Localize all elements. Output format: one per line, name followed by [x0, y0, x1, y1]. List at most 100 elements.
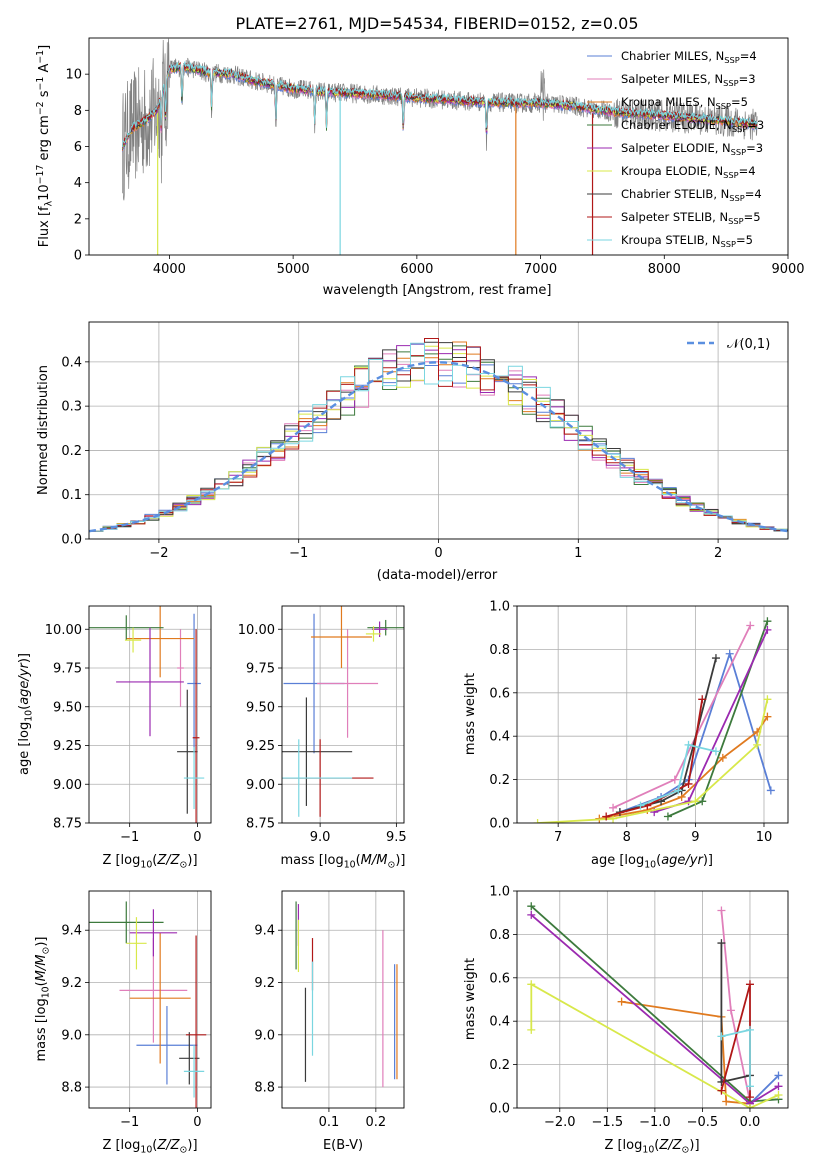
y-tick-label: 9.2	[254, 976, 275, 991]
y-tick-label: 9.50	[246, 700, 275, 715]
plot-area	[121, 38, 758, 255]
y-axis-label: Normed distribution	[36, 365, 51, 495]
data-point-marker	[763, 695, 772, 704]
x-tick-label: 9.5	[386, 830, 407, 845]
data-point-marker	[609, 803, 618, 812]
x-axis-label: Z [log10(Z/Z⊙)]	[604, 1138, 699, 1155]
y-tick-label: 0.0	[489, 817, 510, 832]
series-line	[599, 716, 769, 820]
mass-vs-EBV-axes: 0.1 0.2 8.8 9.0 9.2 9.4	[254, 890, 405, 1130]
y-tick-label: 8.75	[246, 817, 275, 832]
x-axis-label: E(B-V)	[323, 1138, 363, 1153]
axes-frame	[88, 605, 212, 824]
x-axis-label: (data-model)/error	[377, 568, 498, 583]
y-tick-label: 9.0	[61, 1028, 82, 1043]
data-point-marker	[763, 617, 772, 626]
x-tick-label: 6000	[400, 262, 433, 277]
data-point-marker	[717, 1032, 726, 1041]
legend-entry: Salpeter ELODIE, NSSP=3	[621, 141, 763, 157]
spectrum-axes: 4000 5000 6000 7000 8000 9000 0 2 4 6 8 10	[65, 37, 805, 277]
y-tick-label: 0.2	[61, 444, 82, 459]
y-tick-label: 0.1	[61, 488, 82, 503]
axes-frame	[88, 890, 212, 1109]
x-tick-label: 7	[554, 830, 562, 845]
y-axis-label: mass weight	[463, 958, 478, 1040]
legend-entry: 𝒩(0,1)	[727, 337, 770, 352]
x-tick-label: 0.1	[319, 1115, 340, 1130]
x-tick-label: 0	[193, 1115, 201, 1130]
mass-vs-Z-axes: −1 0 8.8 9.0 9.2 9.4	[61, 890, 212, 1130]
y-tick-label: 10	[65, 68, 82, 83]
x-tick-label: 8000	[648, 262, 681, 277]
data-point-marker	[774, 1082, 783, 1091]
y-tick-label: 9.0	[254, 1028, 275, 1043]
data-point-marker	[711, 747, 720, 756]
legend-entry: Chabrier MILES, NSSP=4	[621, 49, 757, 65]
data-point-marker	[717, 906, 726, 915]
data-point-marker	[527, 902, 536, 911]
y-tick-label: 10.00	[45, 623, 82, 638]
age-vs-mass-axes: 9.0 9.5 8.75 9.00 9.25 9.50 9.75 10.00	[238, 605, 407, 845]
plot-area	[517, 606, 788, 823]
series-line	[619, 657, 717, 813]
legend-entry: Kroupa ELODIE, NSSP=4	[621, 164, 756, 180]
legend-entry: Salpeter MILES, NSSP=3	[621, 72, 756, 88]
y-axis-label: Flux [fλ10−17 erg cm−2 s−1 A−1]	[35, 45, 54, 247]
plot-area	[89, 322, 788, 539]
data-point-marker	[698, 797, 707, 806]
y-tick-label: 0	[74, 249, 82, 264]
x-axis-label: mass [log10(M/M⊙)]	[281, 853, 406, 870]
y-tick-label: 0.2	[489, 1058, 510, 1073]
data-point-marker	[745, 1104, 754, 1108]
x-tick-label: −1	[120, 830, 139, 845]
mass-weight-vs-Z-axes: −2.0 −1.5 −1.0 −0.5 0.0 0.0 0.2 0.4 0.6 0.8 1.0	[489, 885, 789, 1130]
series-line	[621, 1000, 751, 1105]
y-tick-label: 0.0	[61, 533, 82, 548]
y-axis-label: age [log10(age/yr)]	[17, 653, 34, 775]
y-tick-label: 9.75	[53, 662, 82, 677]
series-line	[749, 1074, 780, 1105]
mass-weight-vs-age-axes: 7 8 9 10 0.0 0.2 0.4 0.6 0.8 1.0	[489, 600, 789, 845]
plot-area	[282, 606, 404, 823]
data-point-marker	[691, 797, 700, 806]
x-tick-label: −1	[289, 546, 308, 561]
y-tick-label: 1.0	[489, 600, 510, 615]
axes-frame	[516, 890, 789, 1109]
data-point-marker	[670, 775, 679, 784]
x-tick-label: 8	[623, 830, 631, 845]
age-vs-Z-axes: −1 0 8.75 9.00 9.25 9.50 9.75 10.00	[45, 605, 212, 845]
x-tick-label: −2.0	[544, 1115, 576, 1130]
plot-area	[89, 606, 211, 823]
y-tick-label: 0.4	[61, 355, 82, 370]
legend-entry: Chabrier STELIB, NSSP=4	[621, 187, 762, 203]
gaussian-reference-line	[89, 361, 788, 533]
data-point-marker	[774, 1090, 783, 1099]
y-tick-label: 0.6	[489, 686, 510, 701]
y-tick-label: 9.4	[254, 924, 275, 939]
y-tick-label: 10.00	[238, 623, 275, 638]
data-point-marker	[674, 786, 683, 795]
y-tick-label: 8.8	[254, 1081, 275, 1096]
x-tick-label: −1.5	[592, 1115, 624, 1130]
data-point-marker	[763, 625, 772, 634]
legend-entry: Salpeter STELIB, NSSP=5	[621, 210, 761, 226]
x-tick-label: 0	[193, 830, 201, 845]
plot-area	[517, 891, 788, 1108]
x-tick-label: −1	[120, 1115, 139, 1130]
x-tick-label: −2	[149, 546, 168, 561]
data-point-marker	[698, 695, 707, 704]
data-point-marker	[745, 1082, 754, 1091]
series-line	[640, 743, 717, 807]
data-point-marker	[717, 939, 726, 948]
x-tick-label: 0.2	[366, 1115, 387, 1130]
data-point-marker	[663, 812, 672, 821]
data-point-marker	[533, 819, 542, 823]
y-tick-label: 0.3	[61, 400, 82, 415]
x-tick-label: 1	[574, 546, 582, 561]
data-point-marker	[745, 1025, 754, 1034]
y-tick-label: 9.00	[53, 778, 82, 793]
data-point-marker	[684, 740, 693, 749]
data-point-marker	[602, 812, 611, 821]
x-tick-label: 0.0	[740, 1115, 761, 1130]
data-point-marker	[722, 1097, 731, 1106]
